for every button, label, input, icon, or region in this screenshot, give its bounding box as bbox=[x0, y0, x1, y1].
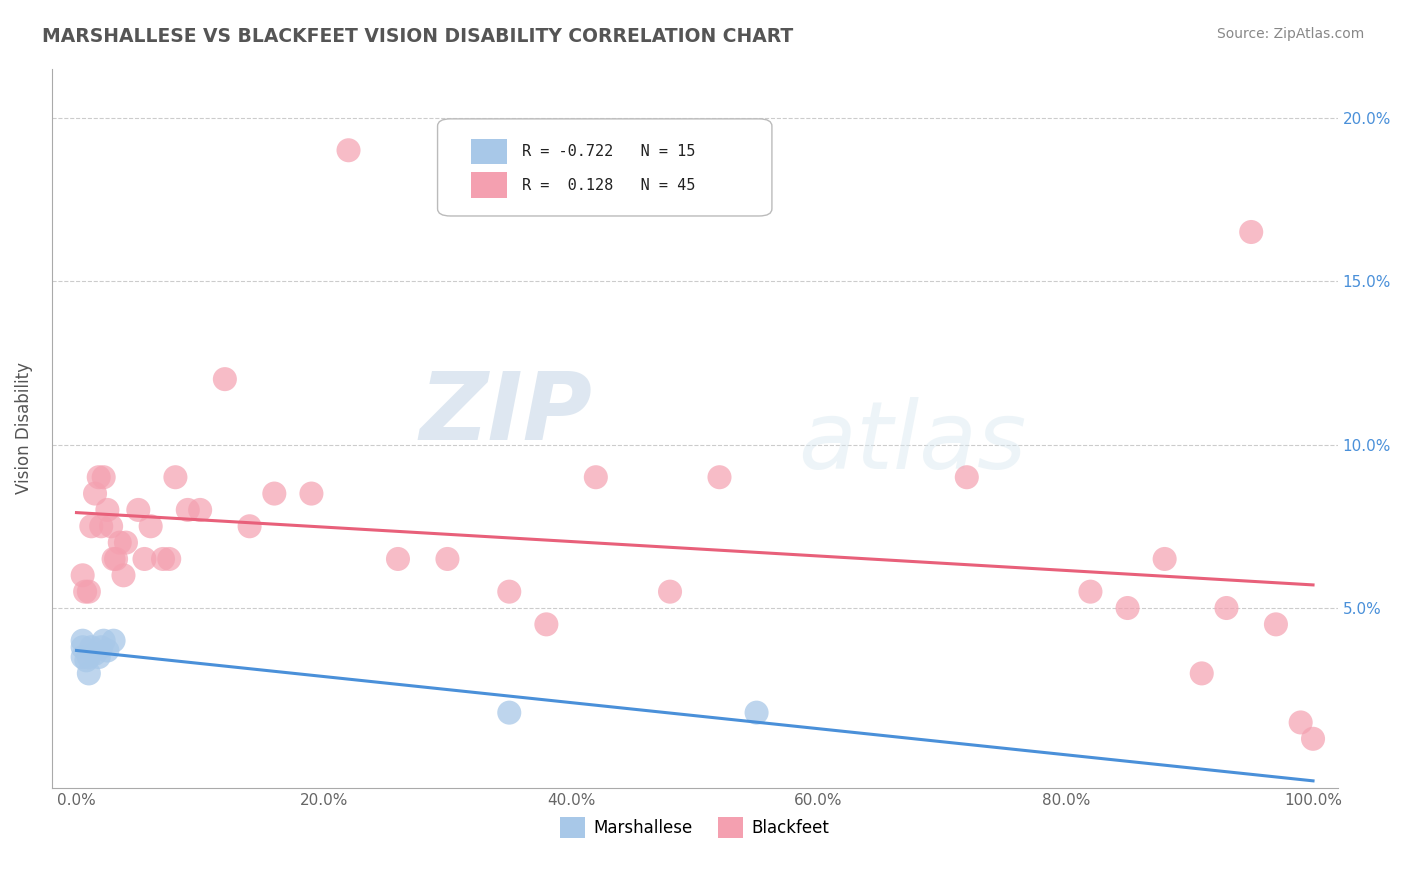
Point bbox=[1302, 731, 1324, 746]
Point bbox=[100, 519, 122, 533]
Point bbox=[1215, 601, 1237, 615]
Point bbox=[1116, 601, 1139, 615]
Text: MARSHALLESE VS BLACKFEET VISION DISABILITY CORRELATION CHART: MARSHALLESE VS BLACKFEET VISION DISABILI… bbox=[42, 27, 793, 45]
Point bbox=[956, 470, 979, 484]
Point bbox=[105, 552, 128, 566]
Point bbox=[77, 650, 100, 665]
Point bbox=[1153, 552, 1175, 566]
Point bbox=[387, 552, 409, 566]
Text: ZIP: ZIP bbox=[419, 368, 592, 459]
Point bbox=[87, 470, 110, 484]
Point bbox=[72, 640, 94, 655]
Point bbox=[214, 372, 236, 386]
Point bbox=[80, 640, 103, 655]
Point bbox=[75, 653, 97, 667]
Point bbox=[72, 650, 94, 665]
Point bbox=[1080, 584, 1102, 599]
Point bbox=[115, 535, 138, 549]
Point bbox=[263, 486, 285, 500]
Point bbox=[299, 486, 322, 500]
Point bbox=[72, 633, 94, 648]
Point bbox=[659, 584, 682, 599]
Legend: Marshallese, Blackfeet: Marshallese, Blackfeet bbox=[554, 811, 835, 844]
Point bbox=[112, 568, 135, 582]
Y-axis label: Vision Disability: Vision Disability bbox=[15, 362, 32, 494]
Point bbox=[239, 519, 262, 533]
Point bbox=[177, 503, 200, 517]
Point bbox=[337, 143, 360, 157]
Point bbox=[87, 650, 110, 665]
Point bbox=[152, 552, 174, 566]
Point bbox=[536, 617, 558, 632]
Point bbox=[80, 519, 103, 533]
Point bbox=[84, 647, 107, 661]
Point bbox=[96, 643, 118, 657]
Point bbox=[498, 584, 520, 599]
Point bbox=[77, 584, 100, 599]
Point bbox=[93, 633, 115, 648]
Point bbox=[188, 503, 211, 517]
Point bbox=[108, 535, 131, 549]
Point bbox=[96, 503, 118, 517]
Point bbox=[84, 486, 107, 500]
Bar bbox=[471, 138, 508, 164]
Point bbox=[90, 519, 112, 533]
Point bbox=[134, 552, 156, 566]
Point bbox=[1289, 715, 1312, 730]
FancyBboxPatch shape bbox=[437, 119, 772, 216]
Point bbox=[1264, 617, 1286, 632]
Point bbox=[127, 503, 149, 517]
Point bbox=[157, 552, 180, 566]
Point bbox=[77, 666, 100, 681]
Bar bbox=[471, 172, 508, 198]
Point bbox=[90, 640, 112, 655]
Point bbox=[103, 552, 125, 566]
Point bbox=[93, 470, 115, 484]
Point bbox=[139, 519, 162, 533]
Text: R = -0.722   N = 15: R = -0.722 N = 15 bbox=[523, 144, 696, 159]
Point bbox=[745, 706, 768, 720]
Point bbox=[72, 568, 94, 582]
Point bbox=[103, 633, 125, 648]
Point bbox=[498, 706, 520, 720]
Text: atlas: atlas bbox=[797, 397, 1026, 488]
Point bbox=[436, 552, 458, 566]
Point bbox=[75, 584, 97, 599]
Point bbox=[585, 470, 607, 484]
Text: Source: ZipAtlas.com: Source: ZipAtlas.com bbox=[1216, 27, 1364, 41]
Point bbox=[1240, 225, 1263, 239]
Text: R =  0.128   N = 45: R = 0.128 N = 45 bbox=[523, 178, 696, 193]
Point bbox=[1191, 666, 1213, 681]
Point bbox=[165, 470, 187, 484]
Point bbox=[709, 470, 731, 484]
